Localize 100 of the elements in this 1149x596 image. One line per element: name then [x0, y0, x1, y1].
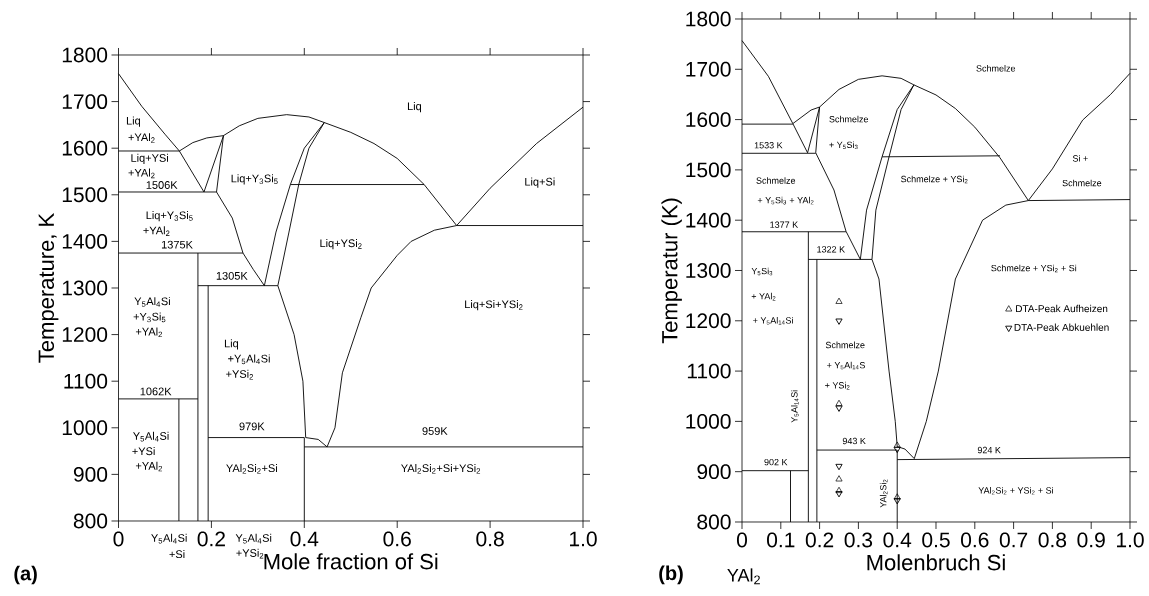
y-tick-label: 1500 — [62, 187, 108, 203]
x-tick-label: 0.8 — [476, 531, 504, 547]
y-tick-label: 1600 — [62, 140, 108, 156]
legend-label: DTA-Peak Abkuehlen — [1014, 323, 1109, 331]
y-tick-label: 800 — [697, 514, 731, 530]
annotation: Y$_{5}$Al$_{4}$Si — [134, 297, 170, 307]
annotation: + Y$_{5}$Al$_{14}$S — [827, 361, 865, 370]
annotation: Y$_{5}$Si$_{3}$ — [751, 267, 773, 276]
annotation: Schmelze — [825, 341, 865, 349]
annotation: 943 K — [842, 437, 866, 445]
y-tick-label: 1800 — [62, 47, 108, 63]
x-tick-label: 0.2 — [805, 532, 834, 548]
x-tick-label: 0.4 — [290, 531, 319, 547]
annotation: Schmelze + YSi$_{2}$ + Si — [991, 264, 1077, 273]
annotation: 924 K — [977, 446, 1001, 454]
annotation: +YAl$_{2}$ — [128, 168, 155, 179]
annotation: YAl$_{2}$Si$_{2}$+Si+YSi$_{2}$ — [401, 463, 481, 474]
annotation: Liq+Si — [525, 177, 555, 188]
x-tick-label: 0.8 — [1038, 532, 1067, 548]
annotation: 1322 K — [817, 246, 845, 253]
x-tick-label: 0 — [113, 531, 124, 547]
text: +Si — [169, 550, 185, 559]
x-tick-label: 1.0 — [570, 531, 597, 547]
text: Y$_{5}$Al$_{4}$Si — [151, 533, 187, 544]
annotation: + YAl$_{2}$ — [751, 292, 776, 301]
annotation: YAl$_{2}$Si$_{2}$ + YSi$_{2}$ + Si — [978, 486, 1053, 495]
annotation: YAl$_{2}$Si$_{2}$+Si — [226, 463, 278, 474]
text: (a) — [14, 565, 37, 585]
x-axis-title: Molenbruch Si — [867, 554, 1005, 571]
x-tick-label: 0.5 — [922, 532, 950, 548]
text: YAl$_{2}$ — [727, 568, 760, 585]
annotation: 902 K — [764, 458, 788, 466]
y-tick-label: 900 — [73, 466, 108, 482]
annotation: +Y$_{3}$Si$_{5}$ — [133, 312, 166, 323]
y-tick-label: 1700 — [686, 61, 731, 77]
annotation: Liq — [407, 102, 422, 113]
x-tick-label: 1.0 — [1117, 532, 1144, 548]
annotation: +YAl$_{2}$ — [135, 461, 163, 472]
annotation: + Y$_{5}$Al$_{14}$Si — [753, 316, 793, 325]
annotation: Liq — [224, 339, 239, 350]
annotation: Liq — [126, 116, 140, 127]
y-axis-title: Temperature, K — [38, 213, 59, 363]
annotation: Liq+Y$_{3}$Si$_{5}$ — [146, 211, 193, 222]
annotation: 1377 K — [770, 221, 799, 228]
legend-label: DTA-Peak Aufheizen — [1016, 304, 1108, 313]
x-tick-label: 0.3 — [844, 532, 873, 548]
y-tick-label: 1300 — [686, 263, 731, 278]
annotation: Schmelze — [756, 177, 796, 184]
text: +YSi$_{2}$ — [236, 548, 264, 559]
annotation: Schmelze — [1062, 179, 1102, 187]
annotation: Si + — [1072, 155, 1088, 162]
y-tick-label: 1000 — [62, 420, 108, 436]
annotation: +YAl$_{2}$ — [135, 327, 163, 338]
x-tick-label: 0.4 — [883, 532, 912, 548]
text: (b) — [659, 565, 683, 585]
x-axis-title: Mole fraction of Si — [264, 553, 438, 570]
annotation: + YSi$_{2}$ — [825, 381, 850, 390]
x-tick-label: 0.1 — [767, 532, 795, 548]
x-tick-label: 0.6 — [961, 532, 989, 548]
y-tick-label: 1700 — [62, 94, 108, 110]
x-tick-label: 0.7 — [999, 532, 1028, 548]
y-tick-label: 1400 — [686, 212, 731, 228]
annotation: 1506K — [146, 181, 178, 189]
x-tick-label: 0.2 — [197, 531, 225, 547]
y-tick-label: 1200 — [686, 313, 731, 329]
annotation: Schmelze — [976, 64, 1016, 72]
annotation: Schmelze — [829, 115, 869, 123]
annotation: +Y$_{5}$Al$_{4}$Si — [228, 354, 270, 365]
y-tick-label: 1800 — [686, 11, 731, 27]
annotation: 1533 K — [754, 142, 783, 149]
y-tick-label: 1100 — [64, 373, 108, 389]
annotation: 979K — [239, 422, 265, 431]
x-tick-label: 0 — [736, 532, 748, 548]
y-tick-label: 1100 — [687, 363, 731, 379]
annotation: Schmelze + YSi$_{2}$ — [901, 175, 968, 184]
annotation: Liq+YSi — [131, 153, 168, 165]
y-tick-label: 1600 — [686, 112, 731, 128]
y-tick-label: 1000 — [686, 413, 731, 429]
annotation: YAl$_{2}$Si$_{2}$ — [879, 479, 888, 508]
annotation: +YSi — [132, 447, 155, 456]
annotation: 959K — [422, 427, 448, 435]
annotation: 1305K — [216, 271, 248, 280]
annotation: + Y$_{5}$Si$_{3}$ + YAl$_{2}$ — [757, 196, 814, 205]
y-tick-label: 1200 — [62, 327, 108, 343]
annotation: Y$_{5}$Al$_{14}$Si — [790, 390, 799, 423]
annotation: + Y$_{5}$Si$_{3}$ — [829, 141, 858, 150]
y-tick-label: 900 — [697, 464, 731, 480]
annotation: Liq+YSi$_{2}$ — [320, 239, 362, 250]
annotation: Liq+Si+YSi$_{2}$ — [465, 300, 523, 311]
annotation: +YSi$_{2}$ — [226, 369, 254, 380]
y-axis-title: Temperatur (K) — [661, 198, 682, 344]
annotation: 1375K — [161, 240, 193, 249]
annotation: Liq+Y$_{3}$Si$_{5}$ — [231, 174, 278, 185]
x-tick-label: 0.9 — [1077, 532, 1105, 548]
y-tick-label: 1300 — [62, 280, 108, 296]
x-tick-label: 0.6 — [383, 531, 411, 547]
y-tick-label: 1400 — [62, 233, 108, 249]
y-tick-label: 1500 — [686, 162, 731, 178]
annotation: 1062K — [140, 387, 172, 396]
y-tick-label: 800 — [73, 513, 108, 529]
